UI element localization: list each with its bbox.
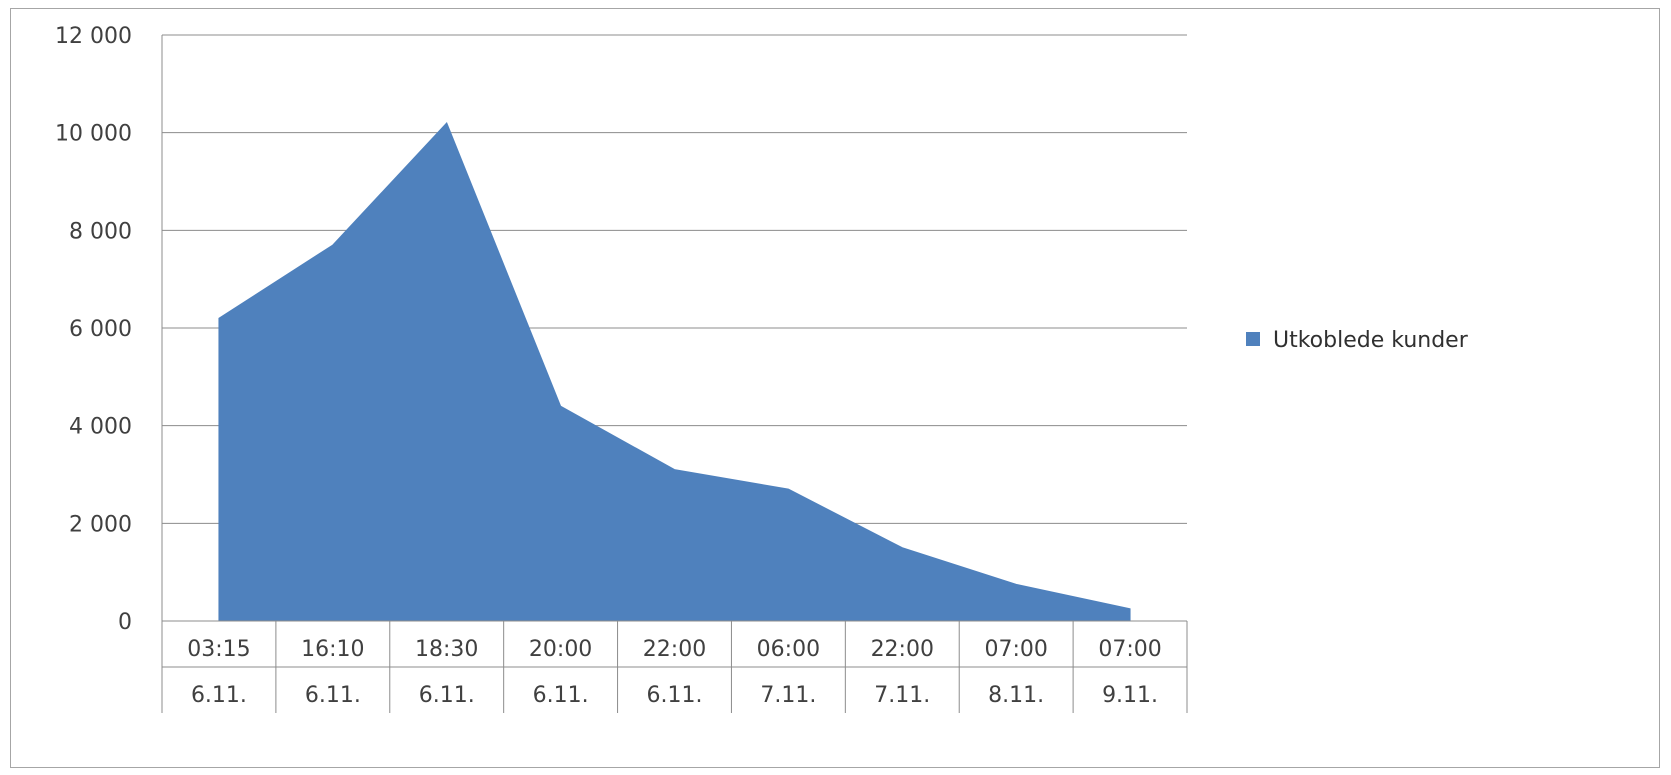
x-tick-label-time: 16:10: [301, 637, 364, 662]
x-tick-label-time: 18:30: [415, 637, 478, 662]
x-tick-label-date: 6.11.: [191, 683, 247, 708]
legend-label: Utkoblede kunder: [1273, 328, 1469, 353]
x-tick-label-date: 6.11.: [305, 683, 361, 708]
x-tick-label-date: 7.11.: [874, 683, 930, 708]
x-tick-label-date: 7.11.: [760, 683, 816, 708]
x-tick-label-date: 6.11.: [533, 683, 589, 708]
x-tick-label-date: 6.11.: [647, 683, 703, 708]
y-tick-label: 2 000: [69, 512, 132, 537]
x-tick-label-time: 03:15: [187, 637, 250, 662]
x-tick-label-date: 8.11.: [988, 683, 1044, 708]
series-area-fill: [218, 121, 1131, 622]
y-tick-label: 8 000: [69, 219, 132, 244]
x-tick-label-time: 07:00: [1098, 637, 1161, 662]
y-tick-label: 0: [118, 610, 132, 635]
y-tick-label: 6 000: [69, 317, 132, 342]
series-area: [218, 121, 1131, 622]
y-tick-label: 12 000: [55, 24, 132, 49]
x-axis: 03:15 6.11. 16:10 6.11. 18:30 6.11. 20:00 6.11.…: [161, 620, 1188, 713]
y-tick-label: 4 000: [69, 415, 132, 440]
x-tick-label-time: 22:00: [871, 637, 934, 662]
y-tick-label: 10 000: [55, 122, 132, 147]
legend-swatch: [1246, 332, 1260, 346]
y-axis-tick-labels: 0 2 000 4 000 6 000 8 000 10 000 12 000: [55, 24, 132, 635]
x-tick-label-time: 07:00: [984, 637, 1047, 662]
x-tick-label-date: 6.11.: [419, 683, 475, 708]
legend: Utkoblede kunder: [1246, 328, 1469, 353]
x-tick-label-time: 20:00: [529, 637, 592, 662]
x-tick-label-time: 22:00: [643, 637, 706, 662]
x-tick-label-date: 9.11.: [1102, 683, 1158, 708]
x-tick-label-time: 06:00: [757, 637, 820, 662]
